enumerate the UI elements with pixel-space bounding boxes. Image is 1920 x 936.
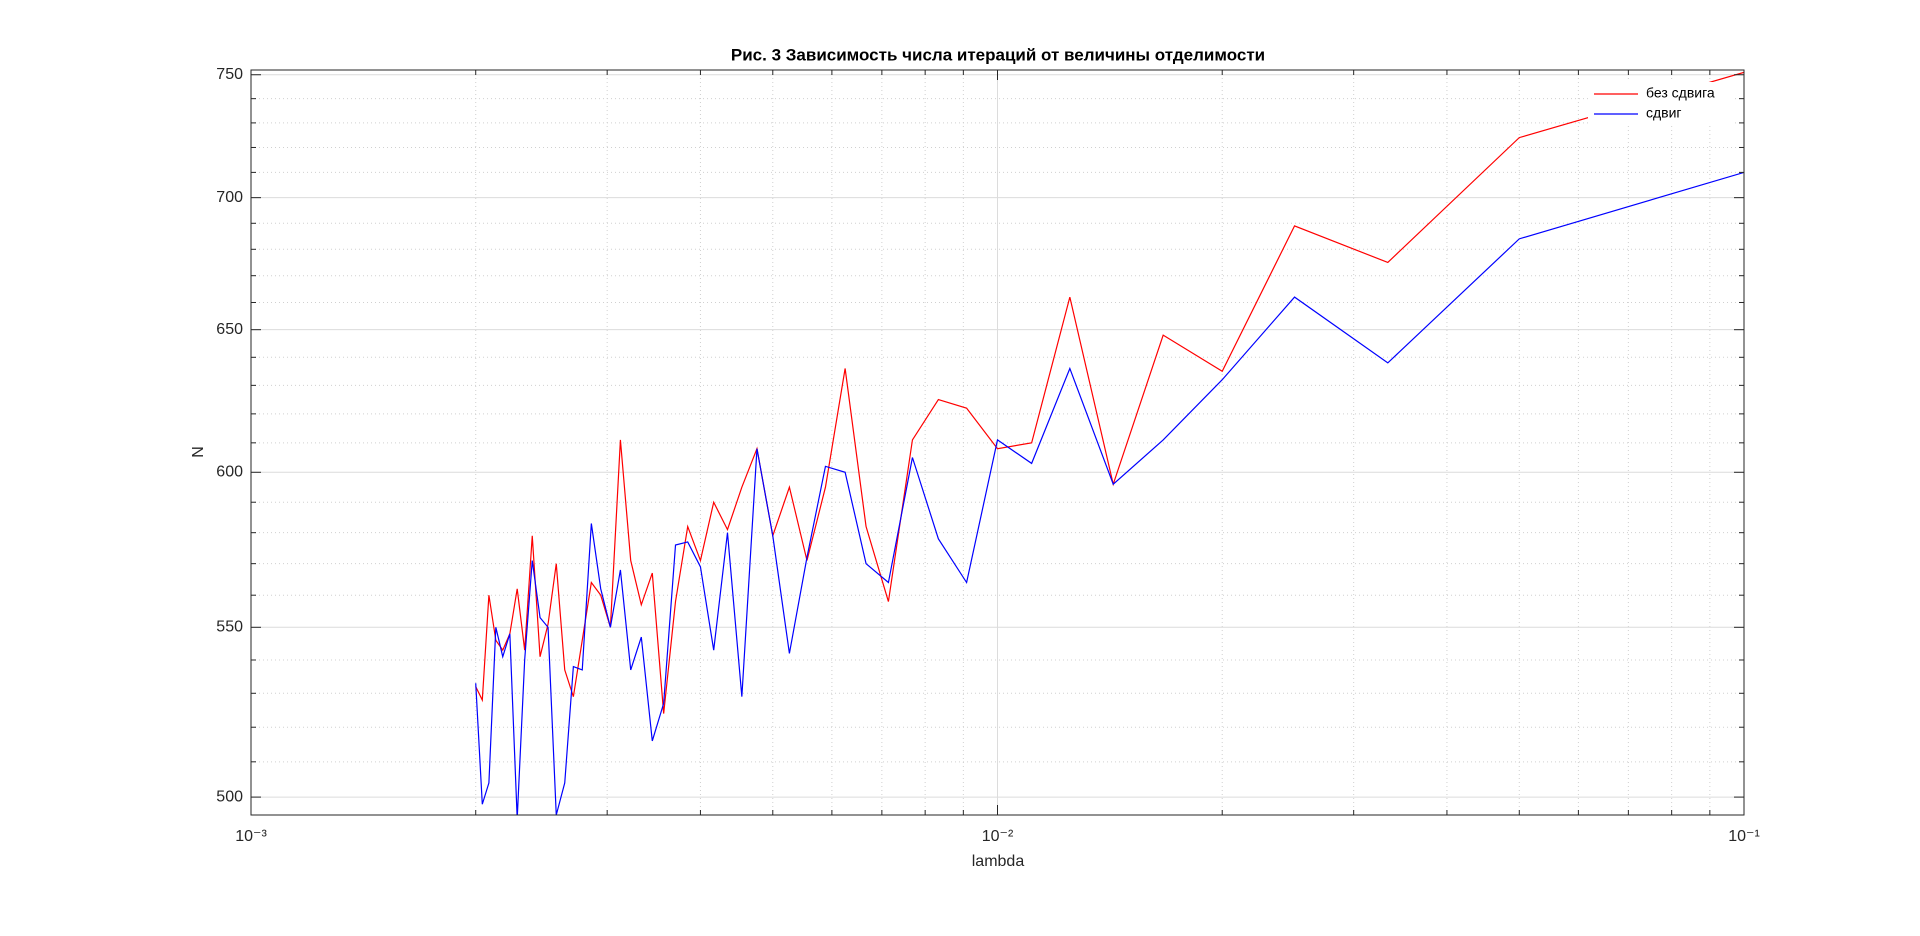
y-axis-label: N — [190, 446, 207, 458]
lines — [475, 71, 1744, 815]
grid — [250, 70, 1745, 815]
x-tick-label: 10⁻³ — [235, 828, 267, 845]
legend-label: сдвиг — [1646, 105, 1682, 121]
y-tick-label: 500 — [216, 788, 243, 805]
y-tick-label: 550 — [216, 619, 243, 636]
series-line — [475, 71, 1744, 714]
x-tick-label: 10⁻¹ — [1728, 828, 1760, 845]
legend-box — [1588, 82, 1734, 126]
y-tick-label: 750 — [216, 66, 243, 83]
legend-label: без сдвига — [1646, 85, 1715, 101]
chart-title: Рис. 3 Зависимость числа итераций от вел… — [731, 45, 1265, 64]
y-tick-label: 650 — [216, 321, 243, 338]
series-line — [475, 171, 1744, 815]
y-tick-label: 600 — [216, 464, 243, 481]
ticks: 10⁻³ 10⁻² 10⁻¹ 500 550 600 650 700 750 — [216, 66, 1759, 845]
x-axis-label: lambda — [972, 853, 1025, 870]
y-tick-label: 700 — [216, 189, 243, 206]
x-tick-label: 10⁻² — [982, 828, 1014, 845]
legend: без сдвига сдвиг — [1588, 82, 1734, 126]
